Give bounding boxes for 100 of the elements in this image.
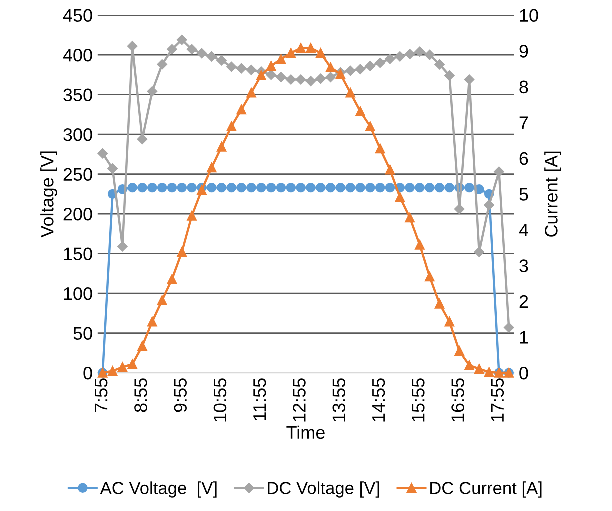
y-tick-label: 250 [64,168,92,182]
point [414,46,426,58]
point [336,182,346,193]
x-tick-label: 7:55 [95,378,108,412]
y2-tick-label: 5 [520,188,528,201]
point [167,182,178,193]
point [118,242,128,252]
y2-tick-label: 4 [519,224,528,236]
point [177,182,188,193]
legend-label: DC Voltage [V] [268,482,380,498]
x-tick-label: 17:55 [491,378,504,422]
point [128,360,138,370]
point [316,74,326,84]
point [148,317,158,327]
point [138,182,148,193]
point [385,164,396,175]
point [246,182,256,193]
point [484,367,494,378]
point [236,104,246,115]
point [385,182,396,193]
point [464,182,474,193]
point [177,247,188,257]
point [207,162,217,173]
point [108,164,118,174]
point [395,192,405,202]
point [306,182,316,193]
point [157,60,168,70]
x-tick-label: 8:55 [134,378,148,412]
y-tick-label: 50 [74,327,92,340]
y-tick-label: 100 [64,287,92,300]
point [167,274,178,284]
point [216,182,227,193]
y2-tick-label: 3 [520,260,528,272]
y-tick-label: 350 [64,88,92,102]
point [216,142,227,152]
point [434,299,445,309]
point [385,54,396,64]
point [366,122,376,132]
x-tick-label: 10:55 [214,378,227,422]
point [424,182,435,193]
point [196,48,208,59]
point [187,182,197,193]
point [147,86,158,97]
point [356,182,366,193]
point [464,74,475,85]
point [256,70,266,80]
point [157,182,168,193]
point [424,50,435,60]
point [405,182,415,193]
y2-tick-label: 0 [520,366,528,380]
point [127,41,138,52]
point [296,182,306,193]
y2-tick-label: 10 [520,9,538,22]
x-tick-label: 9:55 [174,378,187,412]
point [375,182,386,193]
y2-tick-label: 1 [520,331,528,344]
point [366,182,376,193]
point [415,182,425,193]
point [306,43,316,54]
point [375,144,386,154]
point [424,272,435,282]
point [108,366,118,376]
point [484,200,494,210]
point [316,48,326,58]
point [405,212,415,223]
point [345,66,356,76]
y-tick-label: 150 [64,248,92,261]
point [375,58,386,68]
y-tick-label: 200 [64,208,92,221]
point [236,182,246,193]
point [216,56,227,66]
point [236,63,247,74]
point [296,74,306,85]
point [128,182,138,193]
point [286,182,296,193]
y-tick-label: 400 [63,49,92,62]
point [246,65,257,76]
point [276,54,286,64]
y2-tick-label: 9 [520,45,528,58]
point [286,74,296,85]
point [138,341,148,352]
legend-label: AC Voltage [V] [100,482,217,498]
point [494,166,504,178]
y2-axis-title: Current [A] [544,152,562,237]
y-tick-label: 0 [84,366,92,380]
point [434,60,445,70]
point [137,134,148,144]
point [365,61,376,72]
x-tick-label: 11:55 [254,378,266,420]
point [474,247,485,258]
point [444,317,455,327]
y2-tick-label: 7 [520,116,528,130]
point [256,182,266,193]
point [266,70,276,80]
x-axis-title: Time [286,426,325,440]
y2-tick-label: 8 [520,80,528,94]
point [326,62,336,72]
point [346,182,356,193]
point [266,182,276,193]
point [276,182,286,193]
